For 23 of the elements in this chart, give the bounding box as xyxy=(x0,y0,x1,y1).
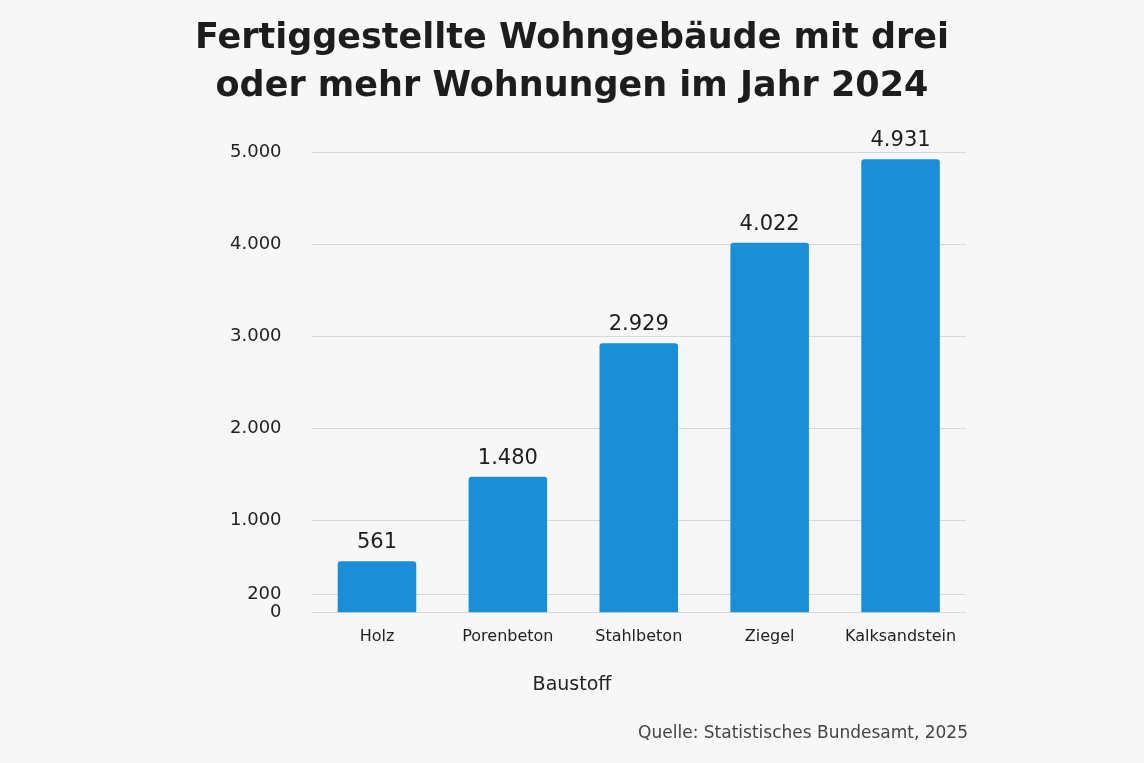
data-label: 2.929 xyxy=(608,311,669,336)
chart-title: Fertiggestellte Wohngebäude mit drei oder mehr Wohnungen im Jahr 2024 xyxy=(193,15,950,106)
bar xyxy=(730,242,809,613)
source-note: Quelle: Statistisches Bundesamt, 2025 xyxy=(638,722,968,742)
x-axis-title: Baustoff xyxy=(531,672,613,694)
x-tick-label: Stahlbeton xyxy=(595,625,683,645)
data-label: 4.931 xyxy=(870,127,931,152)
y-tick-label: 1.000 xyxy=(230,508,282,530)
y-tick-label: 5.000 xyxy=(230,140,282,162)
x-tick-label: Porenbeton xyxy=(462,625,554,645)
y-tick-label: 3.000 xyxy=(230,324,282,346)
y-tick-label: 4.000 xyxy=(230,232,282,254)
bar xyxy=(861,159,940,613)
bar xyxy=(337,561,417,613)
y-tick-label: 2.000 xyxy=(230,416,282,438)
x-tick-label: Holz xyxy=(359,625,395,645)
data-label: 1.480 xyxy=(477,444,538,469)
x-tick-label: Kalksandstein xyxy=(844,625,957,645)
data-label: 4.022 xyxy=(739,210,800,235)
x-tick-label: Ziegel xyxy=(744,625,795,645)
bar xyxy=(468,476,548,613)
bar xyxy=(599,343,679,613)
data-label: 561 xyxy=(356,529,398,554)
